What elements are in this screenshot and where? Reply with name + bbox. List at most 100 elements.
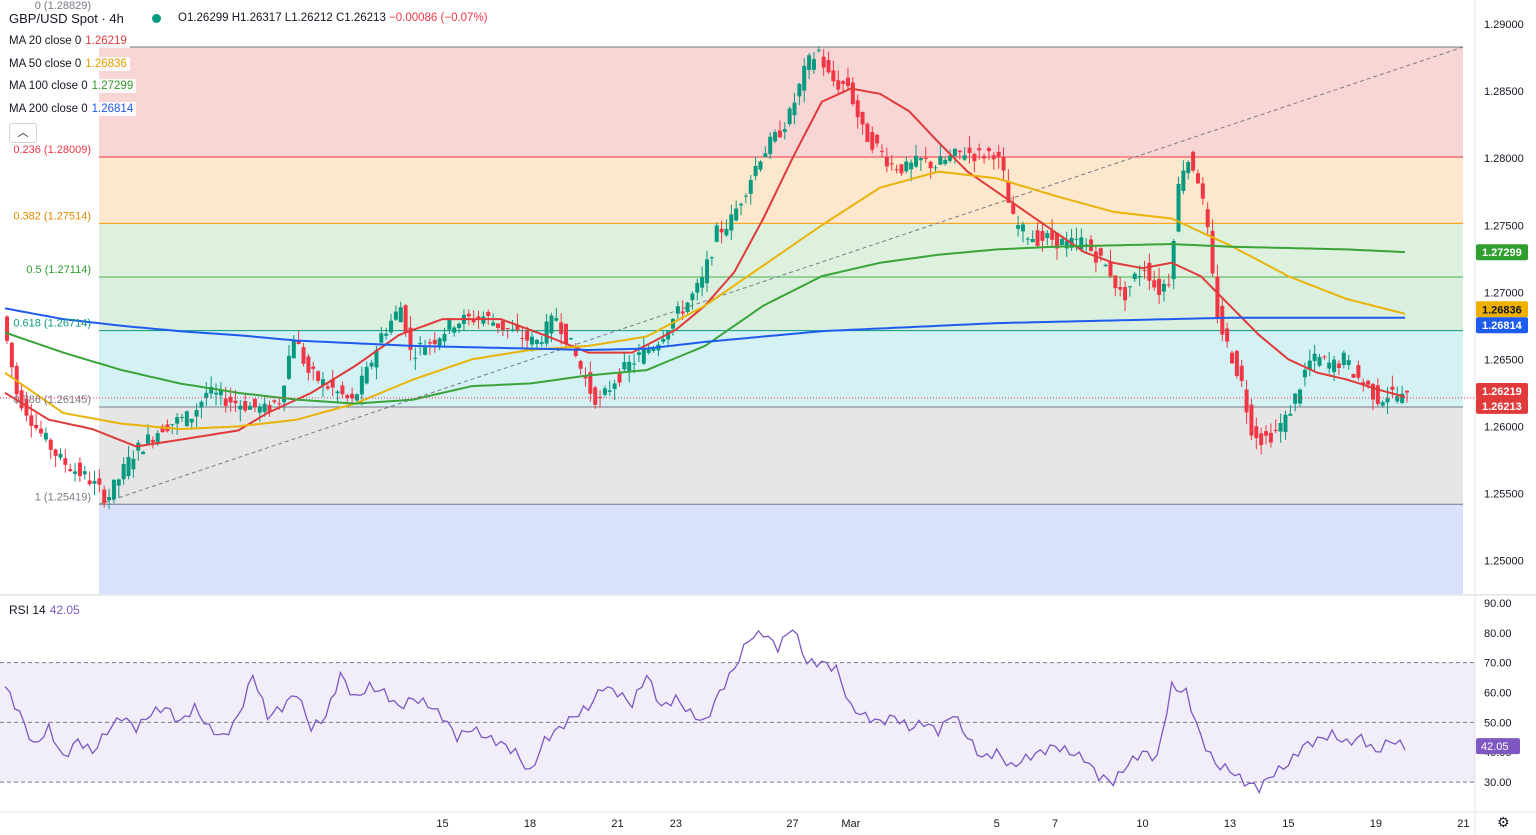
candle-body [850, 82, 855, 105]
candle-body [311, 366, 316, 369]
candle-body [204, 392, 209, 398]
candle-body [773, 132, 778, 142]
candle-body [880, 150, 884, 152]
candle-body [68, 469, 73, 472]
candle-body [510, 329, 515, 331]
candle-body [111, 479, 116, 500]
candle-body [277, 403, 282, 405]
candle-body [1195, 173, 1200, 184]
candle-body [651, 348, 656, 351]
candle-body [1293, 393, 1298, 404]
candle-body [899, 164, 904, 174]
candle-body [1045, 233, 1050, 239]
time-axis[interactable]: 1518212327Mar5710131519212427 [436, 818, 1536, 830]
candle-body [811, 59, 816, 70]
candle-body [554, 318, 559, 321]
ma200-legend[interactable]: MA 200 close 0 1.26814 [6, 102, 137, 116]
candle-body [248, 405, 253, 410]
candle-body [1268, 432, 1273, 443]
candle-body [1142, 270, 1147, 272]
candle-body [807, 55, 812, 70]
fib-label: 0.236 (1.28009) [13, 144, 91, 156]
fibonacci-retracement[interactable] [99, 46, 1463, 594]
gear-icon[interactable]: ⚙ [1497, 814, 1510, 830]
ma100-label: MA 100 close 0 [9, 80, 88, 92]
candle-body [991, 155, 996, 160]
candle-body [1161, 283, 1166, 292]
time-label: 13 [1224, 818, 1236, 830]
candle-body [816, 49, 821, 51]
candle-body [549, 315, 554, 334]
candle-body [1288, 413, 1293, 416]
candle-body [1035, 230, 1040, 246]
candle-body [228, 396, 233, 403]
candle-body [155, 433, 160, 443]
candle-body [1103, 264, 1108, 267]
candle-body [1166, 284, 1171, 286]
candle-body [345, 395, 350, 399]
candle-body [933, 167, 938, 169]
candle-body [364, 366, 369, 384]
ma200-value: 1.26814 [91, 103, 134, 115]
ma100-legend[interactable]: MA 100 close 0 1.27299 [6, 79, 137, 93]
candle-body [1118, 287, 1123, 290]
rsi-line [4, 629, 1406, 795]
candle-body [126, 456, 131, 477]
candle-body [1278, 423, 1283, 432]
candle-body [233, 400, 238, 404]
candle-body [82, 471, 87, 475]
candle-body [218, 389, 223, 396]
ma20-legend[interactable]: MA 20 close 0 1.26219 [6, 34, 130, 48]
candle-body [836, 80, 841, 90]
candle-body [1059, 239, 1064, 245]
symbol-title[interactable]: GBP/USD Spot · 4h [9, 11, 124, 26]
candle-body [340, 385, 345, 395]
rsi-tick-label: 70.00 [1484, 658, 1512, 670]
rsi-legend[interactable]: RSI 14 42.05 [9, 603, 80, 617]
fib-zone [99, 406, 1463, 505]
candle-body [87, 480, 92, 485]
time-label: 27 [786, 818, 798, 830]
candle-body [97, 478, 102, 485]
price-tag-text: 1.26219 [1482, 386, 1522, 398]
candles [5, 46, 1409, 510]
fib-zone [99, 504, 1463, 594]
candle-body [758, 161, 763, 170]
candle-body [1055, 233, 1059, 249]
candle-body [403, 305, 408, 334]
price-tag-text: 1.26814 [1482, 320, 1523, 332]
fib-label: 0.786 (1.26145) [13, 394, 91, 406]
candle-body [131, 458, 136, 470]
ma100-line [4, 242, 1406, 405]
candle-body [675, 306, 680, 314]
candle-body [350, 393, 355, 399]
candle-body [1307, 360, 1312, 370]
candle-body [374, 350, 379, 368]
candle-body [121, 464, 126, 480]
candle-body [641, 347, 646, 364]
candle-body [904, 161, 909, 172]
candle-body [398, 307, 403, 323]
candle-body [622, 362, 627, 370]
candle-body [588, 372, 593, 394]
candle-body [389, 320, 394, 333]
rsi-tick-label: 80.00 [1484, 628, 1512, 640]
candle-body [1171, 240, 1176, 280]
candle-body [92, 480, 97, 484]
candle-body [1220, 305, 1225, 335]
candle-body [1244, 389, 1249, 413]
candle-body [1400, 393, 1405, 403]
trend-line[interactable] [98, 46, 1464, 505]
candle-body [602, 388, 607, 395]
candle-body [48, 439, 53, 450]
ma50-legend[interactable]: MA 50 close 0 1.26836 [6, 57, 130, 71]
candle-body [821, 56, 826, 68]
chevron-up-icon[interactable]: ︿ [9, 123, 37, 143]
candle-body [1064, 241, 1069, 249]
candle-body [1390, 386, 1395, 390]
candle-body [9, 342, 14, 368]
candle-body [1395, 396, 1400, 402]
